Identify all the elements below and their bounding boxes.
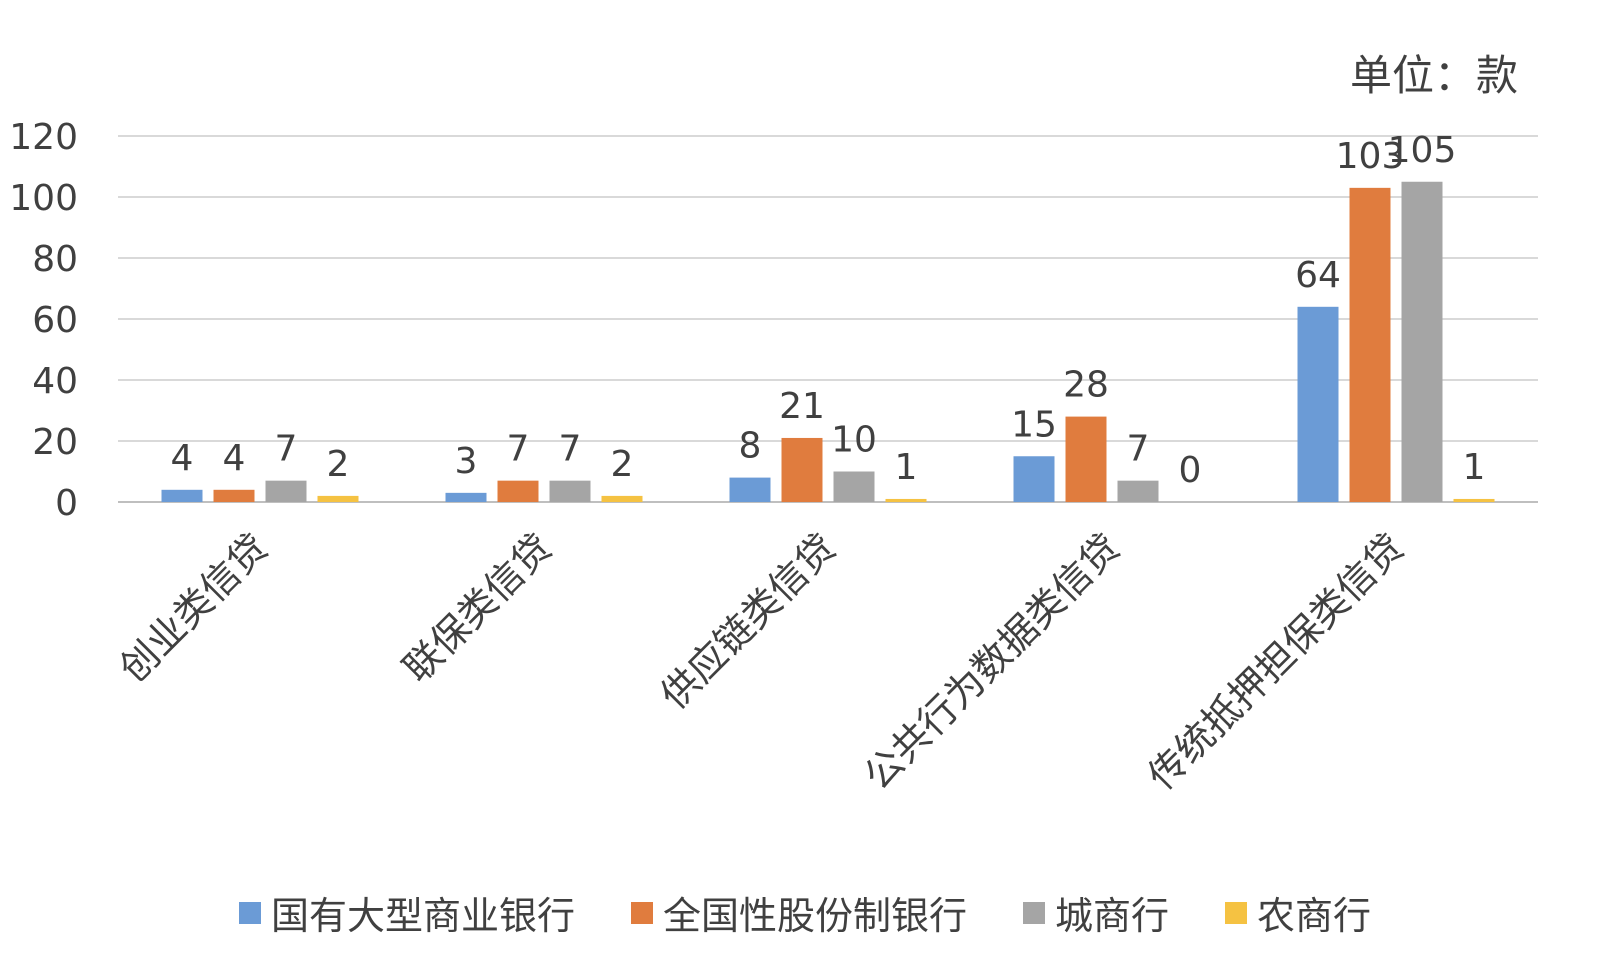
y-tick-label: 20 <box>32 422 78 463</box>
data-label: 64 <box>1295 255 1341 296</box>
data-label: 2 <box>327 444 350 485</box>
y-tick-label: 100 <box>9 178 78 219</box>
legend-swatch-series-2 <box>630 901 653 924</box>
bar <box>161 489 203 502</box>
bar <box>1453 498 1495 502</box>
bar <box>833 471 875 502</box>
data-label: 21 <box>779 386 825 427</box>
bar <box>265 480 307 502</box>
data-label: 7 <box>275 429 298 470</box>
legend-swatch-series-1 <box>238 901 261 924</box>
bar <box>317 495 359 502</box>
bar <box>1297 306 1339 502</box>
data-label: 0 <box>1179 450 1202 491</box>
bar <box>497 480 539 502</box>
legend-label-series-2: 全国性股份制银行 <box>662 894 967 938</box>
legend-swatch-series-4 <box>1225 901 1248 924</box>
unit-label: 单位：款 <box>1350 51 1519 100</box>
data-label: 10 <box>831 420 877 461</box>
legend-swatch-series-3 <box>1023 901 1045 924</box>
data-label: 4 <box>171 438 194 479</box>
bar <box>213 489 255 502</box>
data-label: 4 <box>223 438 246 479</box>
bar <box>729 477 771 502</box>
data-label: 2 <box>611 444 634 485</box>
data-label: 7 <box>507 429 530 470</box>
data-label: 28 <box>1063 365 1109 406</box>
data-label: 3 <box>455 441 478 482</box>
data-label: 105 <box>1388 130 1457 171</box>
legend-item-series-1: 国有大型商业银行 <box>238 885 575 940</box>
x-category-label: 公共行为数据类信贷 <box>855 525 1128 798</box>
x-category-label: 联保类信贷 <box>395 525 560 690</box>
y-tick-label: 60 <box>32 300 78 341</box>
y-tick-label: 40 <box>32 361 78 402</box>
legend-label-series-1: 国有大型商业银行 <box>270 894 575 938</box>
data-label: 1 <box>895 447 918 488</box>
legend-label-series-4: 农商行 <box>1257 894 1372 938</box>
data-label: 15 <box>1011 404 1057 445</box>
legend: 国有大型商业银行 全国性股份制银行 城商行 农商行 <box>0 885 1610 940</box>
data-label: 8 <box>739 426 762 467</box>
bar <box>1065 416 1107 502</box>
y-tick-label: 120 <box>9 117 78 158</box>
x-category-label: 创业类信贷 <box>111 525 276 690</box>
bar <box>1117 480 1159 502</box>
bar <box>1401 181 1443 502</box>
bar <box>781 437 823 502</box>
x-category-label: 传统抵押担保类信贷 <box>1139 525 1412 798</box>
bar <box>885 498 927 502</box>
y-tick-label: 0 <box>55 483 78 524</box>
y-tick-label: 80 <box>32 239 78 280</box>
legend-item-series-3: 城商行 <box>1023 885 1169 940</box>
legend-item-series-4: 农商行 <box>1225 885 1371 940</box>
legend-item-series-2: 全国性股份制银行 <box>630 885 967 940</box>
x-category-label: 供应链类信贷 <box>652 525 844 717</box>
bar <box>445 492 487 502</box>
data-label: 7 <box>559 429 582 470</box>
bar <box>1349 187 1391 502</box>
data-label: 1 <box>1463 447 1486 488</box>
bar <box>1013 456 1055 502</box>
bar <box>601 495 643 502</box>
data-label: 7 <box>1127 429 1150 470</box>
legend-label-series-3: 城商行 <box>1055 894 1170 938</box>
data-label: 103 <box>1336 136 1405 177</box>
bar <box>549 480 591 502</box>
